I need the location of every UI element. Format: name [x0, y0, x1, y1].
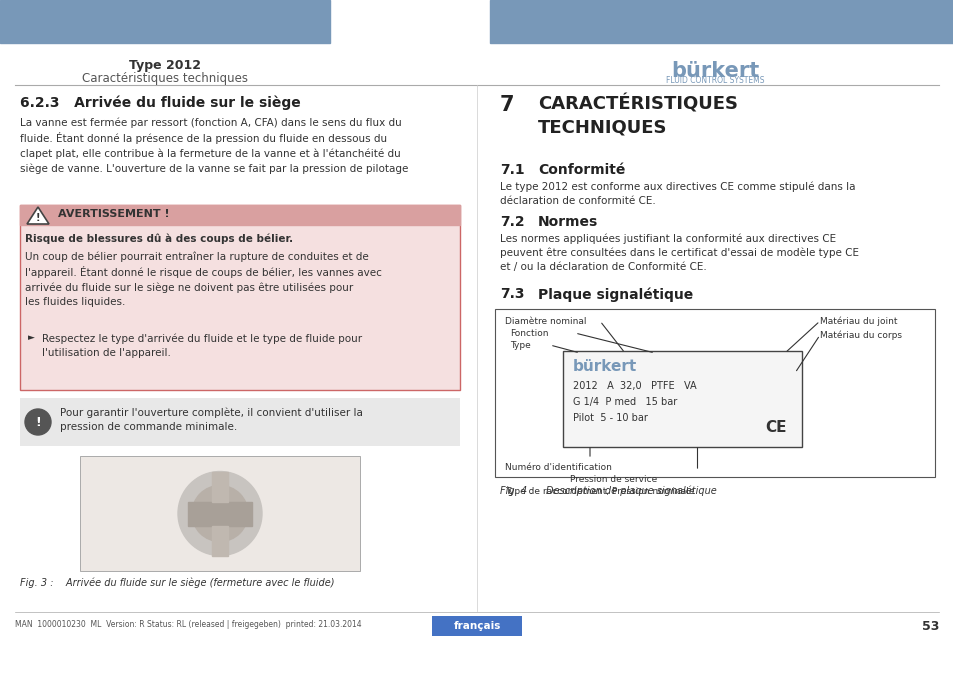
Text: Fig. 3 :    Arrivée du fluide sur le siège (fermeture avec le fluide): Fig. 3 : Arrivée du fluide sur le siège … — [20, 577, 335, 588]
Text: Pour garantir l'ouverture complète, il convient d'utiliser la
pression de comman: Pour garantir l'ouverture complète, il c… — [60, 407, 362, 431]
Circle shape — [25, 409, 51, 435]
Text: Normes: Normes — [537, 215, 598, 229]
Text: G 1/4  P med   15 bar: G 1/4 P med 15 bar — [573, 397, 677, 407]
Text: Fig. 4 :    Description de plaque signalétique: Fig. 4 : Description de plaque signaléti… — [499, 485, 716, 495]
Text: Matériau du corps: Matériau du corps — [820, 330, 901, 340]
Text: Pression de service: Pression de service — [569, 475, 657, 484]
Text: Un coup de bélier pourrait entraîner la rupture de conduites et de
l'appareil. É: Un coup de bélier pourrait entraîner la … — [25, 251, 381, 308]
Text: CE: CE — [764, 420, 785, 435]
Text: Diamètre nominal: Diamètre nominal — [504, 316, 586, 326]
Text: Matériau du joint: Matériau du joint — [820, 316, 897, 326]
Text: Respectez le type d'arrivée du fluide et le type de fluide pour
l'utilisation de: Respectez le type d'arrivée du fluide et… — [42, 333, 362, 357]
Bar — [490, 0, 953, 43]
Text: 7.3: 7.3 — [499, 287, 524, 301]
Text: !: ! — [35, 415, 41, 429]
Text: AVERTISSEMENT !: AVERTISSEMENT ! — [58, 209, 170, 219]
Text: Type: Type — [510, 341, 530, 349]
Polygon shape — [27, 207, 49, 224]
Text: ►: ► — [28, 333, 35, 342]
Bar — [0, 0, 330, 43]
Text: MAN  1000010230  ML  Version: R Status: RL (released | freigegeben)  printed: 21: MAN 1000010230 ML Version: R Status: RL … — [15, 620, 361, 629]
Text: Conformité: Conformité — [537, 163, 625, 177]
Text: Numéro d'identification: Numéro d'identification — [504, 463, 611, 472]
Text: bürkert: bürkert — [573, 359, 637, 374]
FancyBboxPatch shape — [562, 351, 801, 447]
Text: Type de raccordement, Pression nominale: Type de raccordement, Pression nominale — [504, 487, 694, 496]
Bar — [188, 501, 252, 526]
Bar — [212, 472, 228, 501]
Circle shape — [192, 485, 248, 542]
Text: 7.2: 7.2 — [499, 215, 524, 229]
FancyBboxPatch shape — [20, 398, 459, 446]
Text: Caractéristiques techniques: Caractéristiques techniques — [82, 72, 248, 85]
Text: FLUID CONTROL SYSTEMS: FLUID CONTROL SYSTEMS — [665, 76, 763, 85]
Bar — [212, 526, 228, 555]
Circle shape — [178, 472, 262, 555]
Text: Type 2012: Type 2012 — [129, 59, 201, 72]
FancyBboxPatch shape — [495, 309, 934, 477]
Text: Pilot  5 - 10 bar: Pilot 5 - 10 bar — [573, 413, 647, 423]
Text: français: français — [453, 621, 500, 631]
Bar — [20, 205, 459, 225]
FancyBboxPatch shape — [432, 616, 521, 636]
Text: Fonction: Fonction — [510, 328, 548, 337]
Text: 2012   A  32,0   PTFE   VA: 2012 A 32,0 PTFE VA — [573, 381, 696, 391]
Text: Risque de blessures dû à des coups de bélier.: Risque de blessures dû à des coups de bé… — [25, 233, 293, 244]
Text: La vanne est fermée par ressort (fonction A, CFA) dans le sens du flux du
fluide: La vanne est fermée par ressort (fonctio… — [20, 117, 408, 174]
Text: bürkert: bürkert — [670, 61, 759, 81]
Text: Les normes appliquées justifiant la conformité aux directives CE
peuvent être co: Les normes appliquées justifiant la conf… — [499, 233, 858, 273]
Text: 53: 53 — [921, 620, 938, 633]
Text: 7.1: 7.1 — [499, 163, 524, 177]
Text: 6.2.3   Arrivée du fluide sur le siège: 6.2.3 Arrivée du fluide sur le siège — [20, 95, 300, 110]
Text: Plaque signalétique: Plaque signalétique — [537, 287, 693, 302]
FancyBboxPatch shape — [80, 456, 359, 571]
Text: !: ! — [35, 213, 40, 223]
Text: CARACTÉRISTIQUES
TECHNIQUES: CARACTÉRISTIQUES TECHNIQUES — [537, 95, 738, 136]
Text: 7: 7 — [499, 95, 514, 115]
Text: Le type 2012 est conforme aux directives CE comme stipulé dans la
déclaration de: Le type 2012 est conforme aux directives… — [499, 181, 855, 205]
FancyBboxPatch shape — [20, 205, 459, 390]
